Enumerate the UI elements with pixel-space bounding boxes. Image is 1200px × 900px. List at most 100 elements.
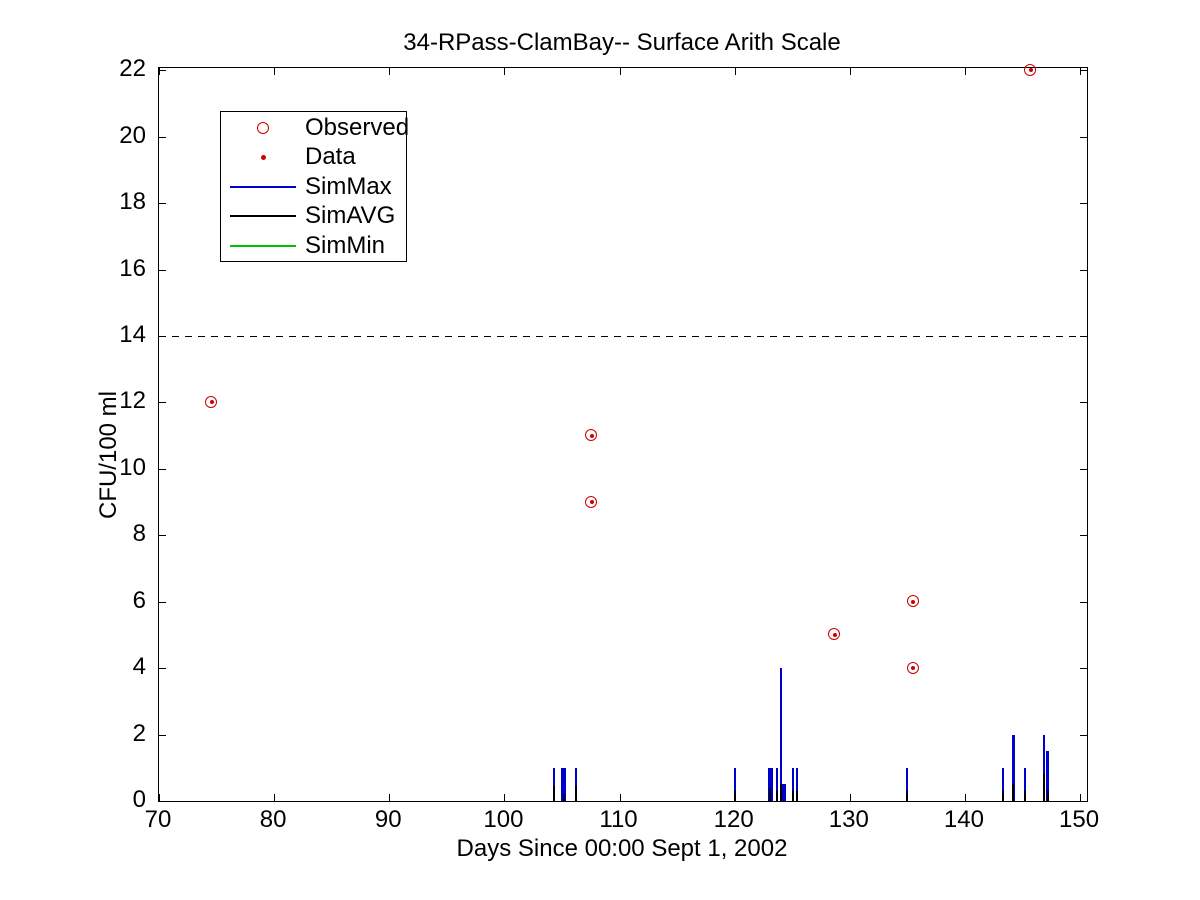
simavg-spike <box>795 791 798 801</box>
simmax-spike <box>1023 767 1026 801</box>
simmin-line-icon <box>221 244 305 247</box>
y-tick-label: 6 <box>132 586 146 614</box>
simmax-spike <box>733 767 736 801</box>
y-tick <box>159 601 166 603</box>
y-tick <box>159 336 166 338</box>
data-marker <box>589 433 594 438</box>
legend-item-simmin: SimMin <box>221 232 406 260</box>
simavg-spike <box>552 786 555 801</box>
simavg-spike <box>1043 774 1046 801</box>
simmax-spike <box>906 767 909 801</box>
simavg-spike <box>792 791 795 801</box>
y-tick-label: 8 <box>132 520 146 548</box>
simavg-spike <box>1012 784 1015 801</box>
y-tick-label: 2 <box>132 719 146 747</box>
y-tick-right <box>1080 269 1087 271</box>
simmax-spike <box>775 767 778 801</box>
y-tick-label: 22 <box>119 55 146 83</box>
x-tick-top <box>504 68 506 75</box>
observed-marker <box>1024 63 1037 76</box>
simavg-spike <box>906 791 909 801</box>
simmax-spike <box>1011 734 1015 801</box>
simmax-spike <box>560 767 566 801</box>
y-tick-label: 18 <box>119 188 146 216</box>
legend-item-label: SimMin <box>305 231 386 259</box>
x-tick-top <box>964 68 966 75</box>
legend-item-label: Data <box>305 143 356 170</box>
y-tick-right <box>1080 535 1087 537</box>
y-tick <box>159 468 166 470</box>
observed-marker <box>205 395 218 408</box>
data-marker <box>1028 68 1033 73</box>
y-tick-label: 20 <box>119 121 146 149</box>
y-tick-label: 0 <box>132 786 146 813</box>
x-tick <box>849 794 851 801</box>
simmax-spike <box>1043 734 1046 801</box>
simavg-spike <box>775 791 778 801</box>
y-tick-right <box>1080 136 1087 138</box>
x-tick <box>619 794 621 801</box>
x-tick-top <box>849 68 851 75</box>
simmax-line-icon <box>221 185 305 188</box>
x-tick-top <box>734 68 736 75</box>
x-tick-label: 100 <box>483 806 524 833</box>
x-tick-label: 140 <box>943 806 984 833</box>
simmax-spike <box>792 767 795 801</box>
y-tick-right <box>1080 402 1087 404</box>
simmax-spike <box>782 784 787 801</box>
y-tick <box>159 136 166 138</box>
y-tick <box>159 801 166 802</box>
x-tick-label: 150 <box>1059 806 1100 833</box>
data-marker <box>589 500 594 505</box>
y-tick <box>159 535 166 537</box>
simavg-spike <box>769 787 772 801</box>
y-tick-label: 4 <box>132 653 146 681</box>
x-tick-top <box>274 68 276 75</box>
data-dot-marker-icon <box>221 154 305 160</box>
chart-title: 34-RPass-ClamBay-- Surface Arith Scale <box>403 29 841 56</box>
x-tick-label: 120 <box>713 806 754 833</box>
simmax-spike <box>552 767 555 801</box>
legend: Observed Data SimMax SimAVG SimMin <box>220 111 410 262</box>
simavg-spike <box>1001 791 1004 801</box>
simmax-spike <box>574 767 577 801</box>
y-tick-right <box>1080 601 1087 603</box>
legend-item-observed: Observed <box>221 113 410 142</box>
simmax-spike <box>1001 767 1004 801</box>
x-tick-label: 70 <box>144 806 172 833</box>
y-tick <box>159 269 166 271</box>
x-tick-label: 110 <box>599 806 638 833</box>
x-tick <box>1080 794 1082 801</box>
observed-circle-marker-icon <box>221 121 305 134</box>
simavg-spike <box>733 791 736 801</box>
y-tick-right <box>1080 70 1087 72</box>
observed-marker <box>828 628 841 641</box>
y-tick-right <box>1080 336 1087 338</box>
x-tick <box>504 794 506 801</box>
y-tick-right <box>1080 468 1087 470</box>
y-tick <box>159 734 166 736</box>
y-tick-label: 12 <box>119 387 146 415</box>
y-tick-label: 10 <box>119 453 146 481</box>
y-tick <box>159 668 166 670</box>
legend-item-label: Observed <box>305 113 410 141</box>
data-marker <box>911 666 916 671</box>
data-marker <box>832 632 837 637</box>
legend-item-label: SimAVG <box>305 202 396 229</box>
y-tick-label: 16 <box>119 254 146 282</box>
y-tick <box>159 402 166 404</box>
simmax-spike <box>779 668 782 801</box>
simavg-spike <box>1046 791 1049 801</box>
legend-item-label: SimMax <box>305 172 392 200</box>
simavg-spike <box>563 794 566 801</box>
y-tick <box>159 70 166 72</box>
legend-item-simmax: SimMax <box>221 173 406 201</box>
x-tick-top <box>389 68 391 75</box>
observed-marker <box>906 661 919 674</box>
x-tick-top <box>619 68 621 75</box>
x-tick <box>964 794 966 801</box>
threshold-line <box>159 336 1087 338</box>
legend-item-data: Data <box>221 143 406 171</box>
x-tick-label: 80 <box>259 806 287 833</box>
